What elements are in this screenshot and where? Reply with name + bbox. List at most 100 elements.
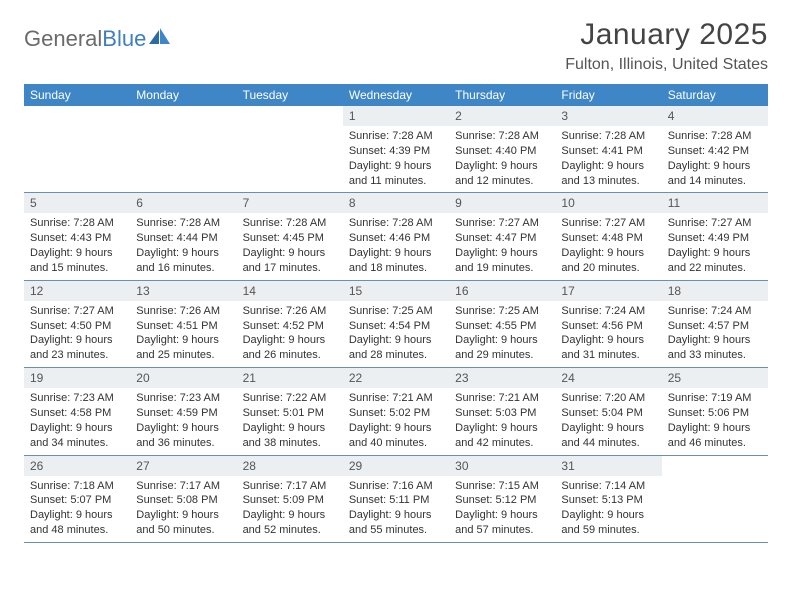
day-number: 26 (24, 456, 130, 476)
day-body: Sunrise: 7:26 AMSunset: 4:52 PMDaylight:… (237, 301, 343, 367)
day-cell (237, 106, 343, 192)
dow-cell: Thursday (449, 84, 555, 106)
day-cell (662, 456, 768, 542)
day-cell: 28Sunrise: 7:17 AMSunset: 5:09 PMDayligh… (237, 456, 343, 542)
day-cell: 18Sunrise: 7:24 AMSunset: 4:57 PMDayligh… (662, 281, 768, 367)
day-number: 21 (237, 368, 343, 388)
day-cell: 4Sunrise: 7:28 AMSunset: 4:42 PMDaylight… (662, 106, 768, 192)
day-body: Sunrise: 7:24 AMSunset: 4:56 PMDaylight:… (555, 301, 661, 367)
day-cell: 9Sunrise: 7:27 AMSunset: 4:47 PMDaylight… (449, 193, 555, 279)
day-number: 8 (343, 193, 449, 213)
day-number: 1 (343, 106, 449, 126)
day-number: 23 (449, 368, 555, 388)
day-body: Sunrise: 7:17 AMSunset: 5:08 PMDaylight:… (130, 476, 236, 542)
day-number: 14 (237, 281, 343, 301)
day-cell: 16Sunrise: 7:25 AMSunset: 4:55 PMDayligh… (449, 281, 555, 367)
week-row: 1Sunrise: 7:28 AMSunset: 4:39 PMDaylight… (24, 106, 768, 193)
brand-text: GeneralBlue (24, 26, 146, 52)
day-number: 9 (449, 193, 555, 213)
day-body: Sunrise: 7:28 AMSunset: 4:42 PMDaylight:… (662, 126, 768, 192)
brand-part2: Blue (102, 26, 146, 51)
day-body: Sunrise: 7:28 AMSunset: 4:43 PMDaylight:… (24, 213, 130, 279)
day-cell: 29Sunrise: 7:16 AMSunset: 5:11 PMDayligh… (343, 456, 449, 542)
dow-cell: Monday (130, 84, 236, 106)
day-number: 11 (662, 193, 768, 213)
day-number: 13 (130, 281, 236, 301)
day-number: 2 (449, 106, 555, 126)
calendar: SundayMondayTuesdayWednesdayThursdayFrid… (24, 84, 768, 543)
day-body: Sunrise: 7:17 AMSunset: 5:09 PMDaylight:… (237, 476, 343, 542)
day-cell: 3Sunrise: 7:28 AMSunset: 4:41 PMDaylight… (555, 106, 661, 192)
day-body: Sunrise: 7:28 AMSunset: 4:44 PMDaylight:… (130, 213, 236, 279)
day-body: Sunrise: 7:18 AMSunset: 5:07 PMDaylight:… (24, 476, 130, 542)
day-number: 19 (24, 368, 130, 388)
dow-cell: Friday (555, 84, 661, 106)
sail-icon (149, 28, 171, 51)
location-text: Fulton, Illinois, United States (565, 56, 768, 74)
day-body: Sunrise: 7:28 AMSunset: 4:39 PMDaylight:… (343, 126, 449, 192)
day-cell: 26Sunrise: 7:18 AMSunset: 5:07 PMDayligh… (24, 456, 130, 542)
day-body: Sunrise: 7:28 AMSunset: 4:45 PMDaylight:… (237, 213, 343, 279)
day-body: Sunrise: 7:25 AMSunset: 4:54 PMDaylight:… (343, 301, 449, 367)
day-cell: 27Sunrise: 7:17 AMSunset: 5:08 PMDayligh… (130, 456, 236, 542)
day-number: 6 (130, 193, 236, 213)
day-number: 17 (555, 281, 661, 301)
day-number: 30 (449, 456, 555, 476)
day-cell: 14Sunrise: 7:26 AMSunset: 4:52 PMDayligh… (237, 281, 343, 367)
day-body: Sunrise: 7:27 AMSunset: 4:47 PMDaylight:… (449, 213, 555, 279)
brand-part1: General (24, 26, 102, 51)
week-row: 12Sunrise: 7:27 AMSunset: 4:50 PMDayligh… (24, 281, 768, 368)
day-number: 5 (24, 193, 130, 213)
day-body: Sunrise: 7:23 AMSunset: 4:58 PMDaylight:… (24, 388, 130, 454)
day-body: Sunrise: 7:27 AMSunset: 4:50 PMDaylight:… (24, 301, 130, 367)
title-block: January 2025 Fulton, Illinois, United St… (565, 18, 768, 74)
day-number: 7 (237, 193, 343, 213)
day-body: Sunrise: 7:28 AMSunset: 4:40 PMDaylight:… (449, 126, 555, 192)
day-number: 25 (662, 368, 768, 388)
day-body: Sunrise: 7:28 AMSunset: 4:46 PMDaylight:… (343, 213, 449, 279)
day-cell: 20Sunrise: 7:23 AMSunset: 4:59 PMDayligh… (130, 368, 236, 454)
day-cell: 31Sunrise: 7:14 AMSunset: 5:13 PMDayligh… (555, 456, 661, 542)
brand-logo: GeneralBlue (24, 18, 171, 52)
day-body: Sunrise: 7:19 AMSunset: 5:06 PMDaylight:… (662, 388, 768, 454)
header: GeneralBlue January 2025 Fulton, Illinoi… (24, 18, 768, 74)
day-number: 24 (555, 368, 661, 388)
dow-cell: Wednesday (343, 84, 449, 106)
day-number: 15 (343, 281, 449, 301)
day-body: Sunrise: 7:16 AMSunset: 5:11 PMDaylight:… (343, 476, 449, 542)
day-number: 28 (237, 456, 343, 476)
day-number: 3 (555, 106, 661, 126)
month-title: January 2025 (565, 18, 768, 52)
day-cell (24, 106, 130, 192)
day-body: Sunrise: 7:26 AMSunset: 4:51 PMDaylight:… (130, 301, 236, 367)
day-cell: 23Sunrise: 7:21 AMSunset: 5:03 PMDayligh… (449, 368, 555, 454)
day-body: Sunrise: 7:22 AMSunset: 5:01 PMDaylight:… (237, 388, 343, 454)
day-cell: 5Sunrise: 7:28 AMSunset: 4:43 PMDaylight… (24, 193, 130, 279)
day-number: 22 (343, 368, 449, 388)
day-cell: 12Sunrise: 7:27 AMSunset: 4:50 PMDayligh… (24, 281, 130, 367)
day-body: Sunrise: 7:21 AMSunset: 5:02 PMDaylight:… (343, 388, 449, 454)
day-cell: 6Sunrise: 7:28 AMSunset: 4:44 PMDaylight… (130, 193, 236, 279)
week-row: 26Sunrise: 7:18 AMSunset: 5:07 PMDayligh… (24, 456, 768, 543)
day-cell: 11Sunrise: 7:27 AMSunset: 4:49 PMDayligh… (662, 193, 768, 279)
day-body: Sunrise: 7:24 AMSunset: 4:57 PMDaylight:… (662, 301, 768, 367)
day-number: 20 (130, 368, 236, 388)
day-body: Sunrise: 7:27 AMSunset: 4:48 PMDaylight:… (555, 213, 661, 279)
day-cell: 19Sunrise: 7:23 AMSunset: 4:58 PMDayligh… (24, 368, 130, 454)
day-body: Sunrise: 7:14 AMSunset: 5:13 PMDaylight:… (555, 476, 661, 542)
day-cell: 13Sunrise: 7:26 AMSunset: 4:51 PMDayligh… (130, 281, 236, 367)
day-number: 16 (449, 281, 555, 301)
day-number: 31 (555, 456, 661, 476)
day-number: 18 (662, 281, 768, 301)
day-cell: 1Sunrise: 7:28 AMSunset: 4:39 PMDaylight… (343, 106, 449, 192)
day-body: Sunrise: 7:25 AMSunset: 4:55 PMDaylight:… (449, 301, 555, 367)
day-body: Sunrise: 7:20 AMSunset: 5:04 PMDaylight:… (555, 388, 661, 454)
day-cell: 15Sunrise: 7:25 AMSunset: 4:54 PMDayligh… (343, 281, 449, 367)
day-body: Sunrise: 7:21 AMSunset: 5:03 PMDaylight:… (449, 388, 555, 454)
day-cell: 17Sunrise: 7:24 AMSunset: 4:56 PMDayligh… (555, 281, 661, 367)
day-body: Sunrise: 7:15 AMSunset: 5:12 PMDaylight:… (449, 476, 555, 542)
dow-cell: Tuesday (237, 84, 343, 106)
day-body: Sunrise: 7:23 AMSunset: 4:59 PMDaylight:… (130, 388, 236, 454)
day-number: 4 (662, 106, 768, 126)
week-row: 5Sunrise: 7:28 AMSunset: 4:43 PMDaylight… (24, 193, 768, 280)
